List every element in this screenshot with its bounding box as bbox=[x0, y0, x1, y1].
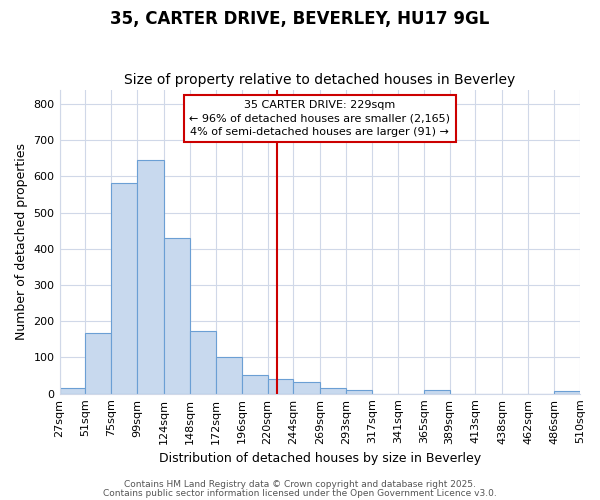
Bar bbox=[85, 333, 111, 394]
Y-axis label: Number of detached properties: Number of detached properties bbox=[15, 143, 28, 340]
X-axis label: Distribution of detached houses by size in Beverley: Distribution of detached houses by size … bbox=[159, 452, 481, 465]
Text: 35, CARTER DRIVE, BEVERLEY, HU17 9GL: 35, CARTER DRIVE, BEVERLEY, HU17 9GL bbox=[110, 10, 490, 28]
Text: Contains HM Land Registry data © Crown copyright and database right 2025.: Contains HM Land Registry data © Crown c… bbox=[124, 480, 476, 489]
Bar bbox=[554, 391, 580, 394]
Bar bbox=[346, 390, 372, 394]
Bar bbox=[320, 388, 346, 394]
Bar bbox=[137, 160, 164, 394]
Bar bbox=[242, 375, 268, 394]
Bar bbox=[268, 379, 293, 394]
Bar bbox=[111, 184, 137, 394]
Text: 35 CARTER DRIVE: 229sqm
← 96% of detached houses are smaller (2,165)
4% of semi-: 35 CARTER DRIVE: 229sqm ← 96% of detache… bbox=[189, 100, 450, 136]
Bar bbox=[293, 382, 320, 394]
Bar bbox=[216, 357, 242, 394]
Bar bbox=[190, 332, 216, 394]
Text: Contains public sector information licensed under the Open Government Licence v3: Contains public sector information licen… bbox=[103, 488, 497, 498]
Title: Size of property relative to detached houses in Beverley: Size of property relative to detached ho… bbox=[124, 73, 515, 87]
Bar bbox=[424, 390, 449, 394]
Bar bbox=[164, 238, 190, 394]
Bar bbox=[59, 388, 85, 394]
